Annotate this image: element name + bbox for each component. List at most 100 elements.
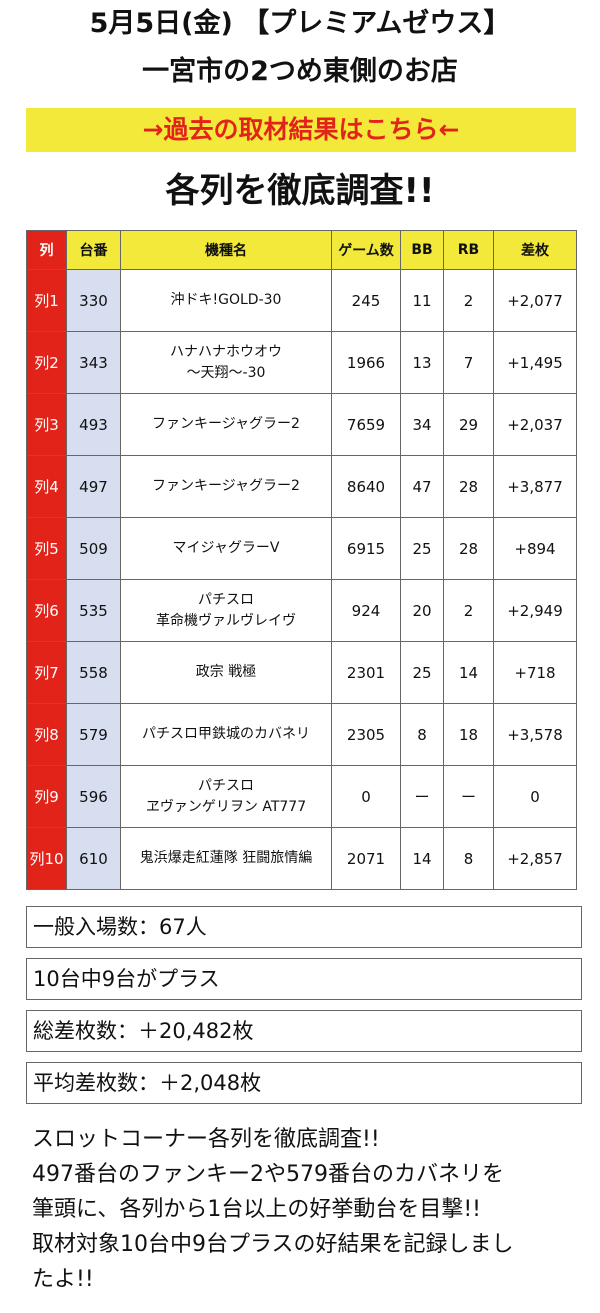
machine-number: 535 (66, 579, 121, 642)
table-row: 列8 579 パチスロ甲鉄城のカバネリ 2305 8 18 +3,578 (26, 703, 577, 766)
game-count: 924 (331, 579, 401, 642)
bb-count: 34 (400, 393, 444, 456)
model-name: パチスロ 革命機ヴァルヴレイヴ (120, 579, 332, 642)
row-label: 列9 (26, 765, 67, 828)
model-name: 政宗 戦極 (120, 641, 332, 704)
row-label: 列10 (26, 827, 67, 890)
table-row: 列6 535 パチスロ 革命機ヴァルヴレイヴ 924 20 2 +2,949 (26, 579, 577, 642)
machine-number: 610 (66, 827, 121, 890)
game-count: 2301 (331, 641, 401, 704)
rb-count: 2 (443, 269, 494, 332)
machine-number: 493 (66, 393, 121, 456)
table-row: 列10 610 鬼浜爆走紅蓮隊 狂闘旅情編 2071 14 8 +2,857 (26, 827, 577, 890)
game-count: 2071 (331, 827, 401, 890)
average-diff-box: 平均差枚数：＋2,048枚 (26, 1062, 582, 1104)
bb-count: 25 (400, 641, 444, 704)
model-name: 鬼浜爆走紅蓮隊 狂闘旅情編 (120, 827, 332, 890)
rb-count: 28 (443, 517, 494, 580)
rb-count: ー (443, 765, 494, 828)
game-count: 8640 (331, 455, 401, 518)
header-game-count: ゲーム数 (331, 230, 401, 270)
store-subtitle: 一宮市の2つめ東側のお店 (142, 56, 458, 87)
coin-diff: +2,077 (493, 269, 577, 332)
machine-number: 330 (66, 269, 121, 332)
results-table: 列 台番 機種名 ゲーム数 BB RB 差枚 列1 330 沖ドキ!GOLD-3… (26, 230, 577, 890)
model-name: パチスロ甲鉄城のカバネリ (120, 703, 332, 766)
game-count: 7659 (331, 393, 401, 456)
table-row: 列5 509 マイジャグラーV 6915 25 28 +894 (26, 517, 577, 580)
coin-diff: +2,949 (493, 579, 577, 642)
header-diff: 差枚 (493, 230, 577, 270)
bb-count: 11 (400, 269, 444, 332)
description-text: スロットコーナー各列を徹底調査!! 497番台のファンキー2や579番台のカバネ… (32, 1122, 577, 1297)
section-heading: 各列を徹底調査!! (165, 171, 435, 211)
machine-number: 579 (66, 703, 121, 766)
rb-count: 29 (443, 393, 494, 456)
row-label: 列2 (26, 331, 67, 394)
machine-number: 596 (66, 765, 121, 828)
game-count: 2305 (331, 703, 401, 766)
coin-diff: +2,857 (493, 827, 577, 890)
plus-count-box: 10台中9台がプラス (26, 958, 582, 1000)
table-row: 列2 343 ハナハナホウオウ ～天翔～-30 1966 13 7 +1,495 (26, 331, 577, 394)
rb-count: 18 (443, 703, 494, 766)
rb-count: 2 (443, 579, 494, 642)
model-name: ファンキージャグラー2 (120, 393, 332, 456)
coin-diff: +2,037 (493, 393, 577, 456)
bb-count: 8 (400, 703, 444, 766)
row-label: 列7 (26, 641, 67, 704)
description-line: たよ!! (32, 1267, 94, 1292)
rb-count: 7 (443, 331, 494, 394)
game-count: 1966 (331, 331, 401, 394)
row-label: 列5 (26, 517, 67, 580)
game-count: 6915 (331, 517, 401, 580)
past-results-link[interactable]: →過去の取材結果はこちら← (26, 108, 576, 152)
rb-count: 8 (443, 827, 494, 890)
rb-count: 28 (443, 455, 494, 518)
bb-count: 13 (400, 331, 444, 394)
description-line: 497番台のファンキー2や579番台のカバネリを (32, 1162, 504, 1187)
machine-number: 343 (66, 331, 121, 394)
row-label: 列3 (26, 393, 67, 456)
header-row-label: 列 (26, 230, 67, 270)
page-title: 5月5日(金) 【プレミアムゼウス】 (89, 8, 511, 39)
model-name: マイジャグラーV (120, 517, 332, 580)
table-row: 列4 497 ファンキージャグラー2 8640 47 28 +3,877 (26, 455, 577, 518)
game-count: 0 (331, 765, 401, 828)
table-row: 列1 330 沖ドキ!GOLD-30 245 11 2 +2,077 (26, 269, 577, 332)
row-label: 列1 (26, 269, 67, 332)
table-row: 列9 596 パチスロ ヱヴァンゲリヲン AT777 0 ー ー 0 (26, 765, 577, 828)
header-machine-number: 台番 (66, 230, 121, 270)
row-label: 列4 (26, 455, 67, 518)
description-line: 筆頭に、各列から1台以上の好挙動台を目撃!! (32, 1197, 481, 1222)
rb-count: 14 (443, 641, 494, 704)
machine-number: 497 (66, 455, 121, 518)
bb-count: 14 (400, 827, 444, 890)
description-line: 取材対象10台中9台プラスの好結果を記録しまし (32, 1232, 514, 1257)
coin-diff: +894 (493, 517, 577, 580)
model-name: ファンキージャグラー2 (120, 455, 332, 518)
model-name: ハナハナホウオウ ～天翔～-30 (120, 331, 332, 394)
coin-diff: +3,877 (493, 455, 577, 518)
bb-count: ー (400, 765, 444, 828)
coin-diff: +718 (493, 641, 577, 704)
machine-number: 558 (66, 641, 121, 704)
bb-count: 20 (400, 579, 444, 642)
row-label: 列6 (26, 579, 67, 642)
bb-count: 25 (400, 517, 444, 580)
coin-diff: 0 (493, 765, 577, 828)
model-name: パチスロ ヱヴァンゲリヲン AT777 (120, 765, 332, 828)
model-name: 沖ドキ!GOLD-30 (120, 269, 332, 332)
total-diff-box: 総差枚数：＋20,482枚 (26, 1010, 582, 1052)
coin-diff: +3,578 (493, 703, 577, 766)
table-row: 列3 493 ファンキージャグラー2 7659 34 29 +2,037 (26, 393, 577, 456)
description-line: スロットコーナー各列を徹底調査!! (32, 1127, 380, 1152)
header-model-name: 機種名 (120, 230, 332, 270)
table-row: 列7 558 政宗 戦極 2301 25 14 +718 (26, 641, 577, 704)
machine-number: 509 (66, 517, 121, 580)
attendance-box: 一般入場数：67人 (26, 906, 582, 948)
row-label: 列8 (26, 703, 67, 766)
header-rb: RB (443, 230, 494, 270)
table-header-row: 列 台番 機種名 ゲーム数 BB RB 差枚 (26, 230, 577, 270)
coin-diff: +1,495 (493, 331, 577, 394)
